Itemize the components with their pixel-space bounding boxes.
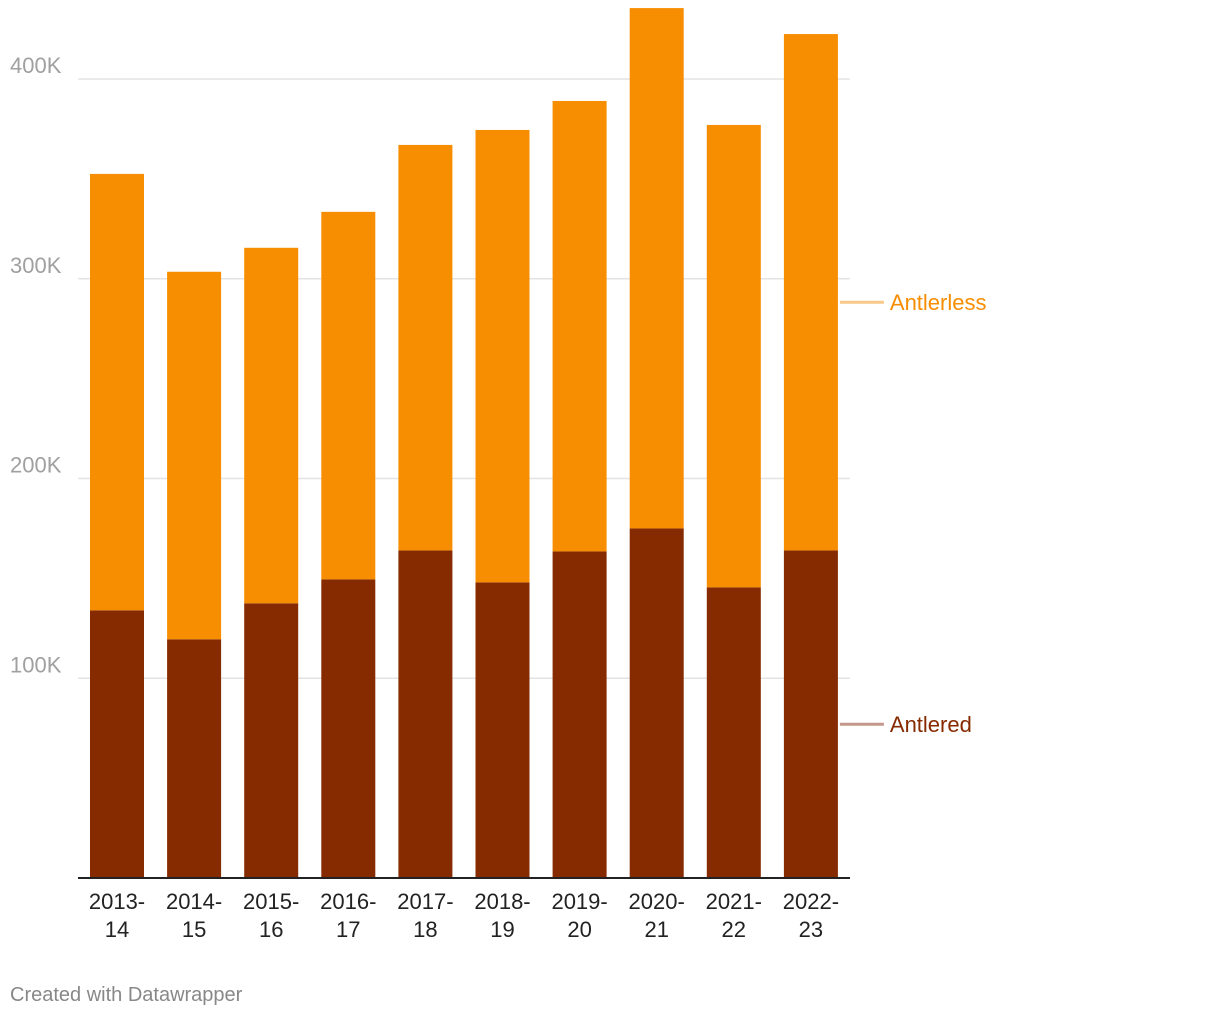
bar-antlered-1 [167, 639, 222, 878]
x-tick-label: 2013-14 [89, 889, 145, 942]
x-axis-labels: 2013-14 2014-15 2015-16 2016-17 2017-18 2018-… [89, 889, 839, 942]
bar-antlered-6 [552, 551, 607, 878]
bar-antlered-8 [706, 587, 761, 878]
bar-antlered-0 [90, 610, 144, 878]
x-tick-label: 2018-19 [474, 889, 530, 942]
legend: Antlered Antlerless [839, 290, 987, 737]
bar-antlerless-2 [244, 247, 299, 604]
x-tick-label: 2021-22 [706, 889, 762, 942]
y-tick-label: 300K [10, 253, 62, 278]
x-tick-label: 2016-17 [320, 889, 376, 942]
bars [90, 8, 838, 878]
bar-antlered-9 [783, 550, 838, 878]
datawrapper-credit: Created with Datawrapper [10, 984, 243, 1006]
y-tick-label: 200K [10, 453, 62, 478]
x-tick-label: 2017-18 [397, 889, 453, 942]
x-tick-label: 2014-15 [166, 889, 222, 942]
bar-antlerless-5 [475, 129, 530, 583]
bar-antlerless-3 [321, 211, 376, 580]
bar-antlerless-4 [398, 144, 453, 551]
x-tick-label: 2020-21 [629, 889, 685, 942]
x-tick-label: 2022-23 [783, 889, 839, 942]
bar-antlered-5 [475, 582, 530, 878]
bar-antlered-3 [321, 579, 376, 878]
bar-antlerless-0 [90, 173, 144, 611]
y-tick-label: 100K [10, 652, 62, 677]
bar-antlerless-7 [629, 8, 684, 529]
bar-antlered-2 [244, 603, 299, 878]
legend-label-antlered: Antlered [890, 712, 972, 737]
x-tick-label: 2015-16 [243, 889, 299, 942]
bar-antlerless-8 [706, 124, 761, 588]
bar-antlered-4 [398, 550, 453, 878]
bar-antlerless-9 [783, 34, 838, 551]
bar-antlered-7 [629, 528, 684, 878]
bar-antlerless-1 [167, 271, 222, 640]
x-tick-label: 2019-20 [551, 889, 607, 942]
bar-antlerless-6 [552, 100, 607, 552]
y-tick-label: 400K [10, 53, 62, 78]
y-axis-labels: 100K 200K 300K 400K [10, 53, 62, 677]
legend-label-antlerless: Antlerless [890, 290, 987, 315]
